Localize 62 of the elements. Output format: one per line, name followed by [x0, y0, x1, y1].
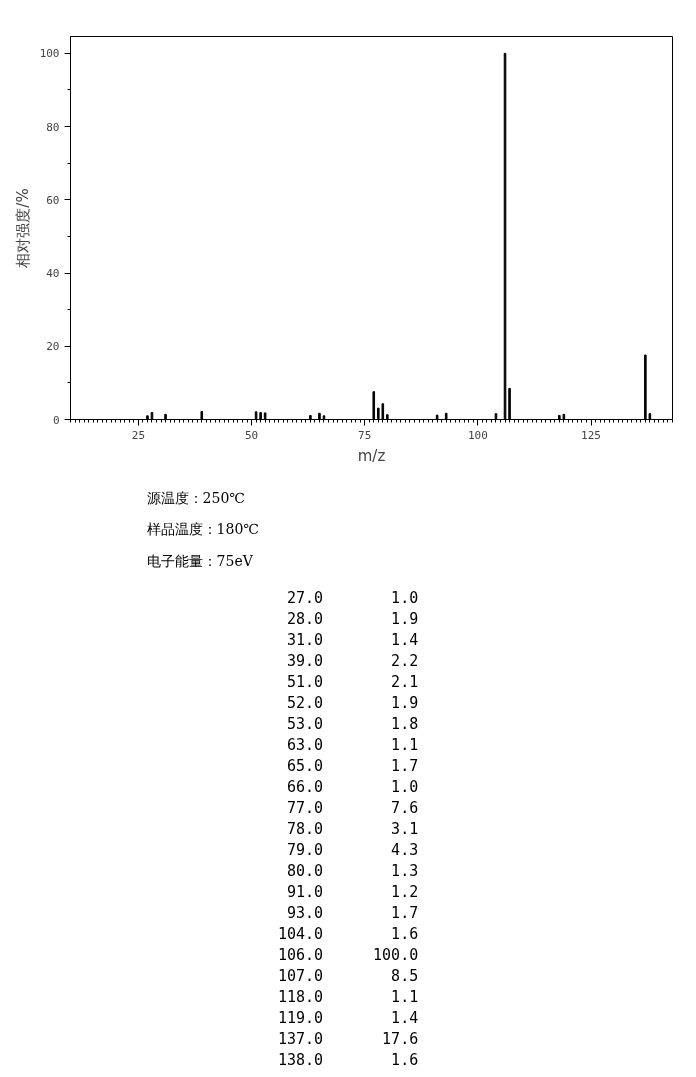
text: 7.6 [391, 798, 419, 817]
x-tick-label: 75 [358, 428, 372, 442]
x-tick-label: 25 [131, 428, 146, 442]
text: 2.2 [391, 651, 419, 670]
text: 样品温度：180℃ [146, 521, 260, 537]
text: 119.0 [277, 1008, 324, 1027]
text: 107.0 [277, 966, 324, 985]
text: 65.0 [286, 756, 324, 775]
text: 63.0 [286, 735, 324, 754]
text: 1.3 [391, 861, 419, 880]
y-tick-label: 40 [46, 267, 60, 281]
x-axis-title: m/z [357, 446, 386, 465]
text: 1.0 [391, 777, 419, 796]
text: 39.0 [286, 651, 324, 670]
text: 1.8 [391, 714, 419, 733]
text: 31.0 [286, 630, 324, 649]
text: 53.0 [286, 714, 324, 733]
text: 8.5 [391, 966, 419, 985]
text: 27.0 [286, 588, 324, 607]
text: 2.1 [391, 672, 419, 691]
text: 1.2 [391, 882, 419, 901]
text: 1.1 [391, 735, 419, 754]
y-tick-label: 100 [39, 47, 60, 61]
text: 118.0 [277, 987, 324, 1006]
text: 78.0 [286, 819, 324, 838]
text: 4.3 [391, 840, 419, 859]
text: 66.0 [286, 777, 324, 796]
text: 3.1 [391, 819, 419, 838]
y-tick-label: 0 [52, 413, 60, 427]
text: 138.0 [277, 1050, 324, 1069]
y-tick-label: 20 [46, 340, 60, 354]
text: 106.0 [277, 945, 324, 964]
text: 51.0 [286, 672, 324, 691]
text: 1.1 [391, 987, 419, 1006]
text: 源温度：250℃ [146, 489, 246, 506]
text: 电子能量：75eV [146, 552, 254, 569]
text: 100.0 [373, 945, 419, 964]
y-axis-title: 相对强度/% [13, 188, 32, 268]
text: 1.7 [391, 903, 419, 922]
x-tick-label: 50 [244, 428, 259, 442]
text: 79.0 [286, 840, 324, 859]
x-tick-label: 100 [467, 428, 488, 442]
text: 1.0 [391, 588, 419, 607]
text: 91.0 [286, 882, 324, 901]
text: 1.6 [391, 1050, 419, 1069]
y-tick-label: 80 [46, 120, 60, 134]
text: 1.9 [391, 609, 419, 628]
text: 1.9 [391, 693, 419, 712]
y-tick-label: 60 [46, 193, 60, 207]
text: 77.0 [286, 798, 324, 817]
text: 1.7 [391, 756, 419, 775]
text: 52.0 [286, 693, 324, 712]
text: 137.0 [277, 1029, 324, 1048]
x-tick-label: 125 [581, 428, 601, 442]
text: 28.0 [286, 609, 324, 628]
text: 80.0 [286, 861, 324, 880]
text: 1.4 [391, 630, 419, 649]
text: 1.6 [391, 924, 419, 943]
text: 1.4 [391, 1008, 419, 1027]
text: 93.0 [286, 903, 324, 922]
text: 17.6 [382, 1029, 419, 1048]
text: 104.0 [277, 924, 324, 943]
